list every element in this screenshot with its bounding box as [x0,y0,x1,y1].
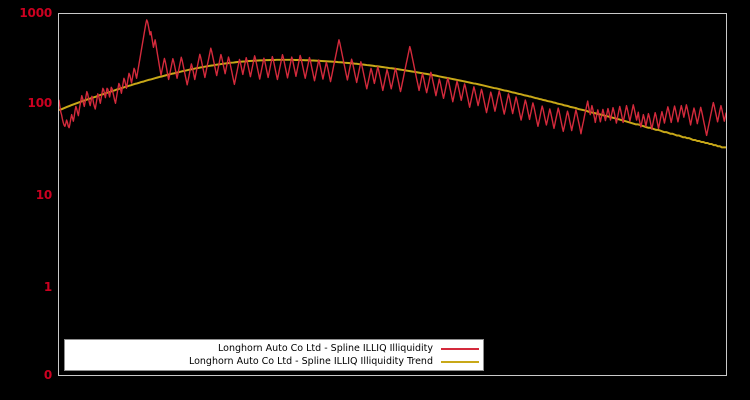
legend-swatch-trend [441,360,479,363]
y-axis-tick-100: 100 [27,96,53,110]
legend-entry-illiquidity: Longhorn Auto Co Ltd - Spline ILLIQ Illi… [65,342,483,355]
legend-swatch-illiquidity [441,347,479,350]
y-axis-tick-10: 10 [35,188,53,202]
series-line-trend [59,58,726,149]
legend-entry-trend: Longhorn Auto Co Ltd - Spline ILLIQ Illi… [65,355,483,368]
chart-legend: Longhorn Auto Co Ltd - Spline ILLIQ Illi… [64,339,484,371]
y-axis-tick-1: 1 [43,280,52,294]
series-line-illiquidity [59,19,726,137]
legend-label-illiquidity: Longhorn Auto Co Ltd - Spline ILLIQ Illi… [218,343,433,354]
legend-label-trend: Longhorn Auto Co Ltd - Spline ILLIQ Illi… [188,356,433,367]
y-axis-tick-0: 0 [43,368,52,382]
y-axis-tick-1000: 1000 [19,6,52,20]
chart-canvas [59,19,726,149]
y-axis: 1000 100 10 1 0 [0,0,52,400]
plot-area [58,13,727,376]
